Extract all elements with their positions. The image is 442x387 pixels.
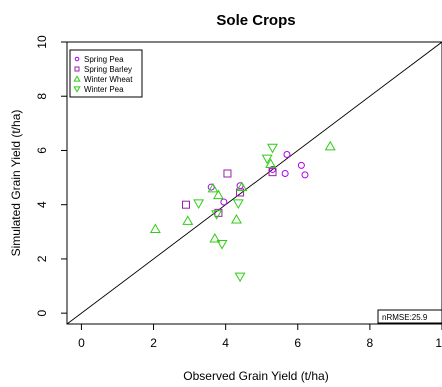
nrmse-annotation: nRMSE:25.9 <box>377 309 442 324</box>
data-point <box>181 200 190 209</box>
data-point <box>212 189 224 200</box>
legend-box <box>69 49 143 98</box>
annotation-text: nRMSE:25.9 <box>382 313 428 322</box>
legend-marker <box>74 66 80 72</box>
annotation-box <box>377 309 442 324</box>
one-to-one-line <box>66 41 442 325</box>
chart-title: Sole Crops <box>216 12 295 29</box>
data-point <box>231 213 242 224</box>
y-tick-label: 8 <box>35 93 49 100</box>
data-point <box>232 199 244 209</box>
x-tick-label: 4 <box>222 336 229 350</box>
x-tick-label: 10 <box>435 336 442 350</box>
y-tick-label: 10 <box>35 35 49 49</box>
x-axis-label: Observed Grain Yield (t/ha) <box>183 369 328 383</box>
y-tick-label: 4 <box>35 201 49 208</box>
data-point <box>324 140 336 151</box>
data-point <box>223 169 232 178</box>
data-points <box>149 140 336 283</box>
y-tick-label: 2 <box>35 255 49 262</box>
data-point <box>207 182 219 193</box>
data-point <box>261 154 273 165</box>
plot-area <box>66 41 442 325</box>
data-point <box>268 168 277 177</box>
data-point <box>234 272 246 283</box>
data-point <box>265 158 277 168</box>
data-point <box>220 198 228 206</box>
x-tick-label: 8 <box>367 336 374 350</box>
x-tick-label: 6 <box>294 336 301 350</box>
legend-label: Winter Pea <box>84 85 124 94</box>
legend-marker <box>74 56 80 62</box>
legend-marker <box>73 75 81 82</box>
legend-label: Winter Wheat <box>84 75 133 84</box>
data-point <box>236 188 245 197</box>
x-tick-label: 0 <box>78 336 85 350</box>
y-axis-label: Simulated Grain Yield (t/ha) <box>9 110 23 257</box>
y-tick-label: 0 <box>35 309 49 316</box>
data-point <box>182 215 194 225</box>
data-point <box>193 199 205 209</box>
data-point <box>149 223 161 234</box>
legend-label: Spring Barley <box>84 65 132 74</box>
data-point <box>297 161 305 169</box>
data-point <box>211 210 223 220</box>
data-point <box>301 171 309 179</box>
y-axis: 0 2 4 6 8 10 <box>35 35 67 316</box>
data-point <box>267 143 278 154</box>
x-axis: 0 2 4 6 8 10 <box>78 324 442 350</box>
data-point <box>283 151 291 159</box>
legend-label: Spring Pea <box>84 55 124 64</box>
data-point <box>216 240 228 250</box>
legend-marker <box>73 86 81 93</box>
data-point <box>207 183 215 191</box>
data-point <box>281 170 289 178</box>
y-tick-label: 6 <box>35 147 49 154</box>
x-tick-label: 2 <box>150 336 157 350</box>
data-point <box>209 232 221 243</box>
data-point <box>236 181 248 192</box>
